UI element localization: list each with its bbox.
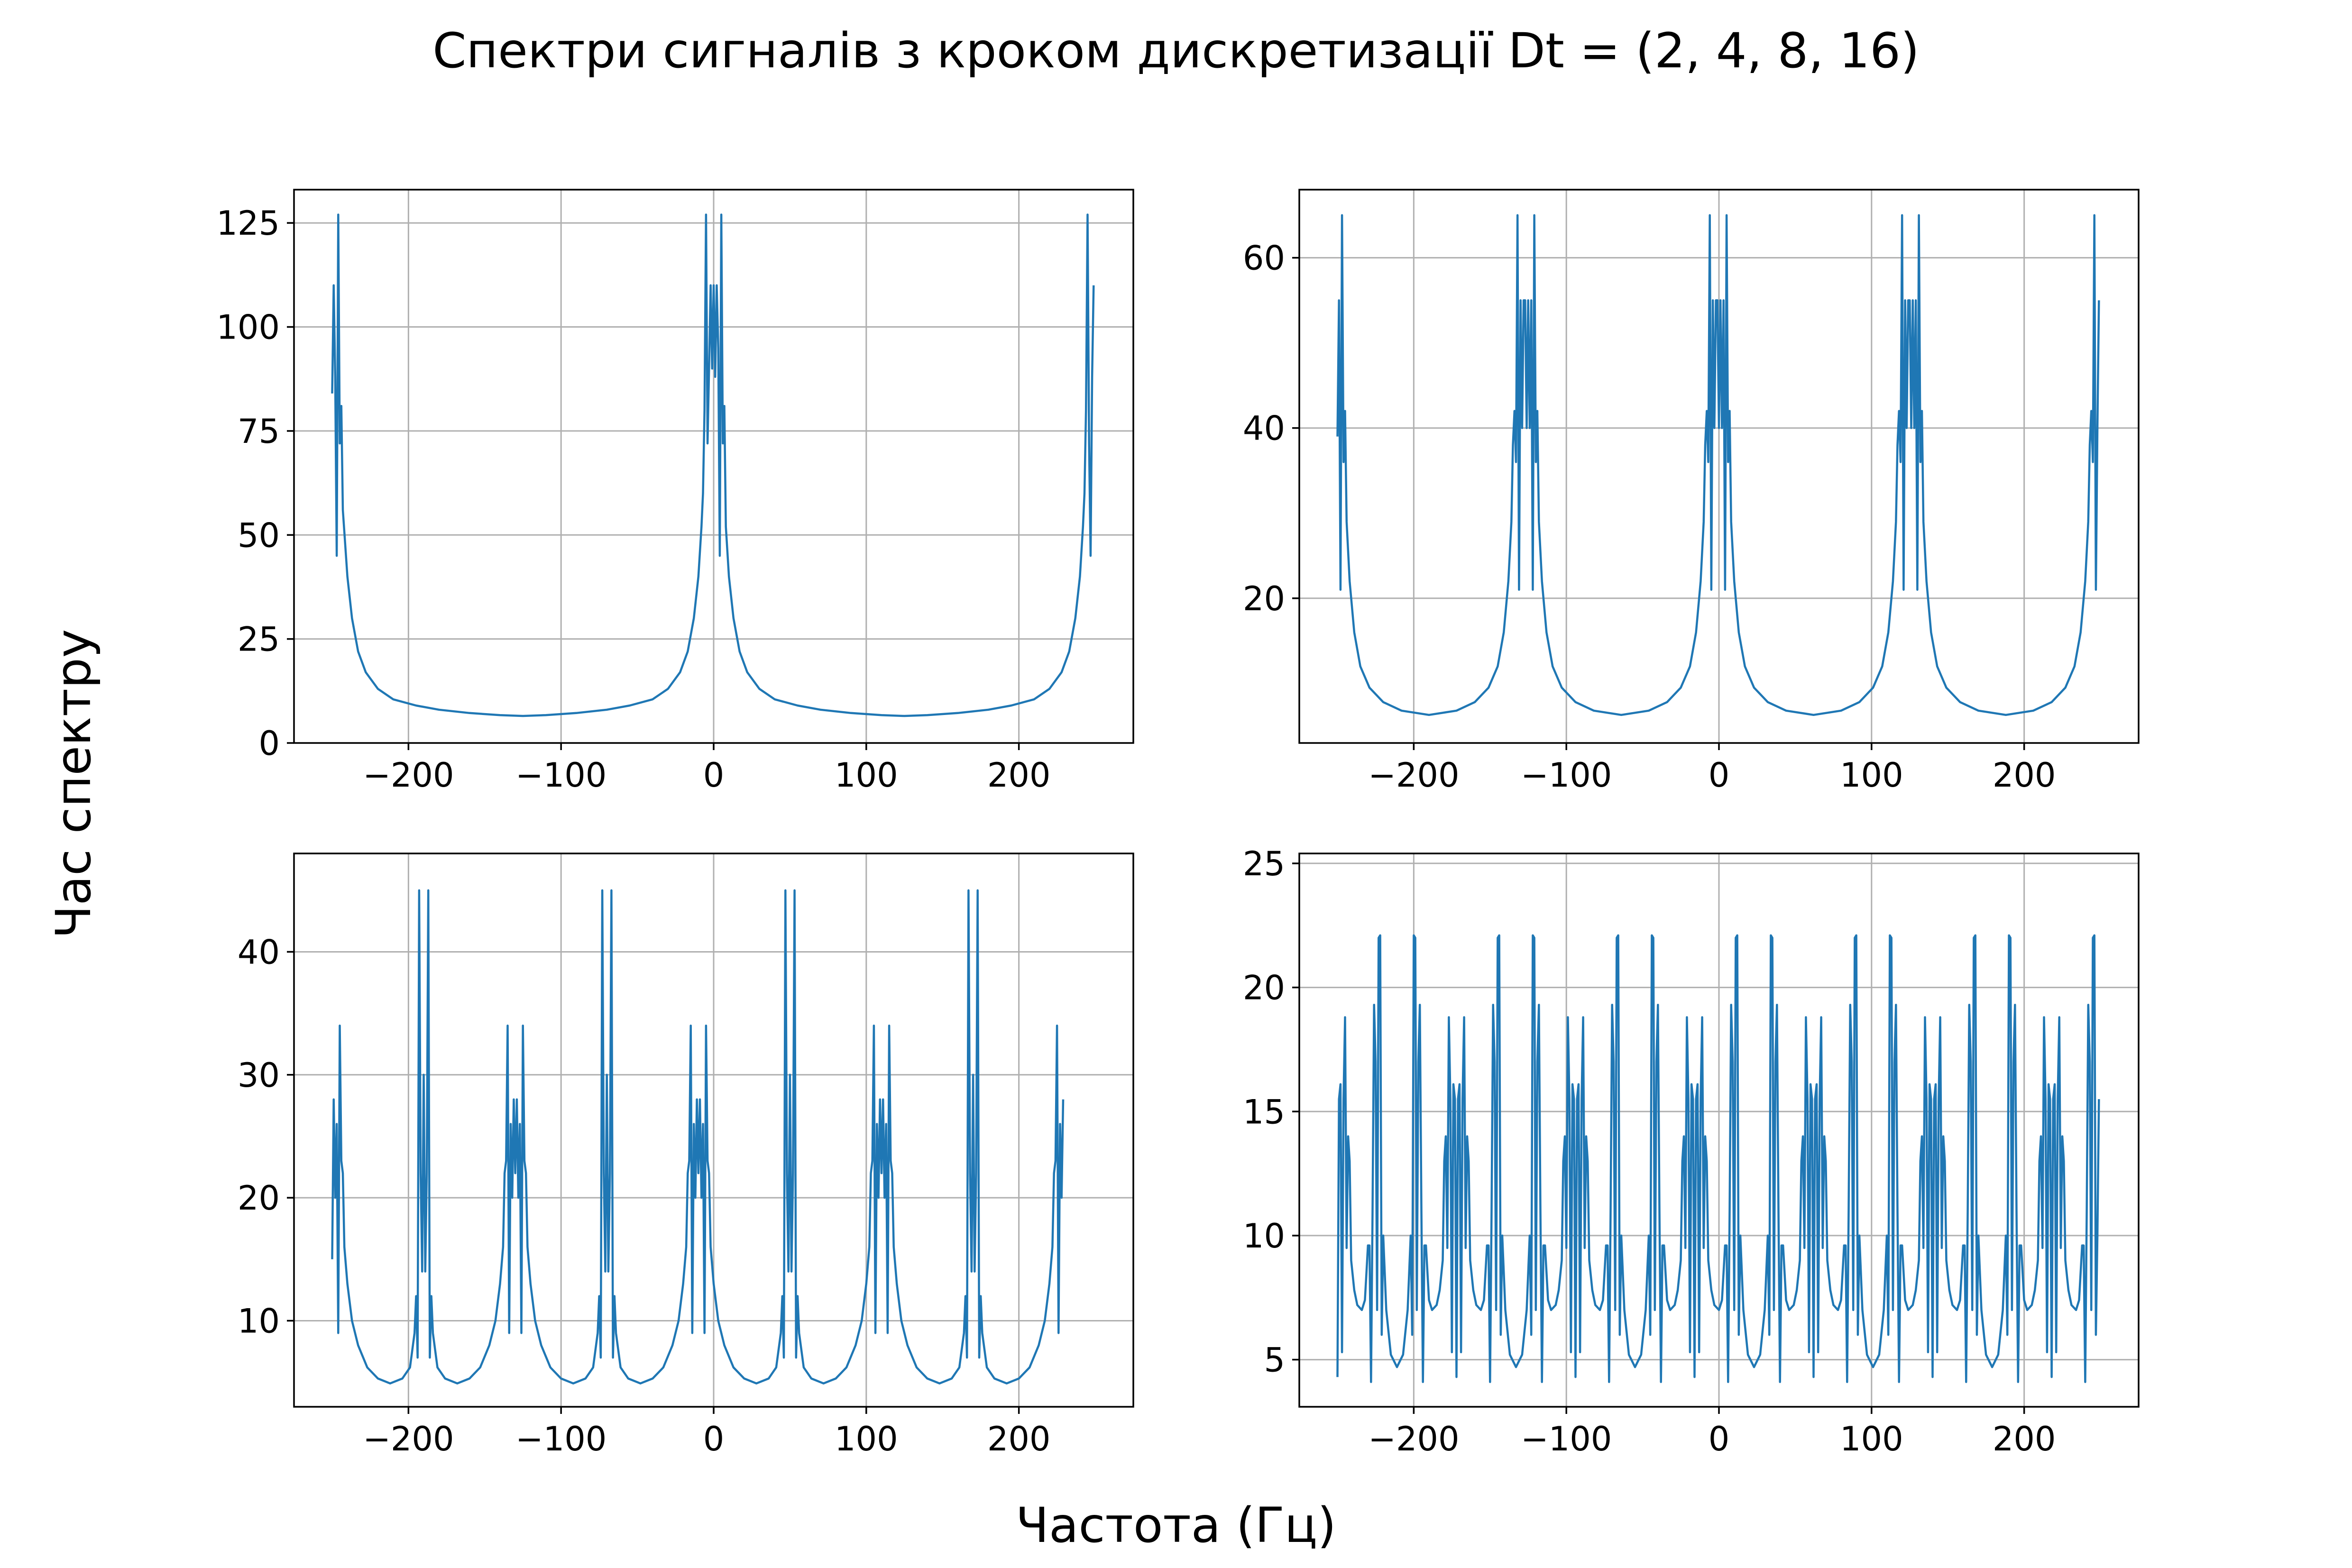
x-tick-label: 0 (703, 756, 725, 795)
x-tick-label: 200 (1993, 1420, 2056, 1458)
x-tick-label: 200 (987, 756, 1051, 795)
y-tick-label: 10 (1243, 1217, 1285, 1256)
x-tick-label: 100 (835, 756, 898, 795)
x-tick-label: 0 (703, 1420, 725, 1458)
x-tick-label: 0 (1709, 756, 1730, 795)
subplot-4: −200 −100 0 100 200 5 10 15 20 25 (1243, 844, 2140, 1458)
x-tick-label: 100 (1840, 756, 1903, 795)
x-tick-label: 200 (987, 1420, 1051, 1458)
y-tick-label: 125 (216, 204, 280, 243)
y-tick-label: 100 (216, 308, 280, 347)
x-tick-label: −200 (363, 1420, 454, 1458)
y-tick-label: 15 (1243, 1092, 1285, 1131)
x-tick-label: 0 (1709, 1420, 1730, 1458)
x-tick-label: −100 (1521, 756, 1612, 795)
y-tick-label: 25 (1243, 844, 1285, 883)
y-tick-label: 60 (1243, 239, 1285, 278)
x-tick-label: 100 (1840, 1420, 1903, 1458)
series-line (331, 889, 1065, 1385)
series-line (331, 213, 1095, 717)
x-tick-label: −100 (1521, 1420, 1612, 1458)
x-tick-label: −200 (363, 756, 454, 795)
y-tick-label: 20 (238, 1179, 280, 1218)
figure-ylabel: Час спектру (46, 629, 102, 939)
y-tick-label: 10 (238, 1302, 280, 1340)
subplot-2: −200 −100 0 100 200 20 40 60 (1243, 189, 2140, 795)
series-line (1336, 934, 2100, 1383)
y-tick-label: 50 (238, 516, 280, 555)
x-tick-label: 100 (835, 1420, 898, 1458)
y-tick-label: 40 (238, 933, 280, 972)
series-line (1336, 214, 2100, 716)
subplot-1: −200 −100 0 100 200 0 25 50 75 100 125 (216, 189, 1134, 795)
subplot-3: −200 −100 0 100 200 10 20 30 40 (238, 853, 1134, 1458)
figure-xlabel: Частота (Гц) (1016, 1497, 1336, 1554)
y-tick-label: 40 (1243, 409, 1285, 448)
figure-title: Спектри сигналів з кроком дискретизації … (432, 23, 1920, 79)
y-tick-label: 5 (1264, 1341, 1285, 1380)
x-tick-label: −100 (515, 1420, 606, 1458)
y-tick-label: 20 (1243, 969, 1285, 1008)
x-tick-label: 200 (1993, 756, 2056, 795)
x-tick-label: −100 (515, 756, 606, 795)
y-tick-label: 0 (258, 724, 280, 763)
y-tick-label: 20 (1243, 579, 1285, 618)
x-tick-label: −200 (1368, 1420, 1459, 1458)
y-tick-label: 25 (238, 620, 280, 659)
x-tick-label: −200 (1368, 756, 1459, 795)
y-tick-label: 75 (238, 412, 280, 451)
y-tick-label: 30 (238, 1056, 280, 1095)
